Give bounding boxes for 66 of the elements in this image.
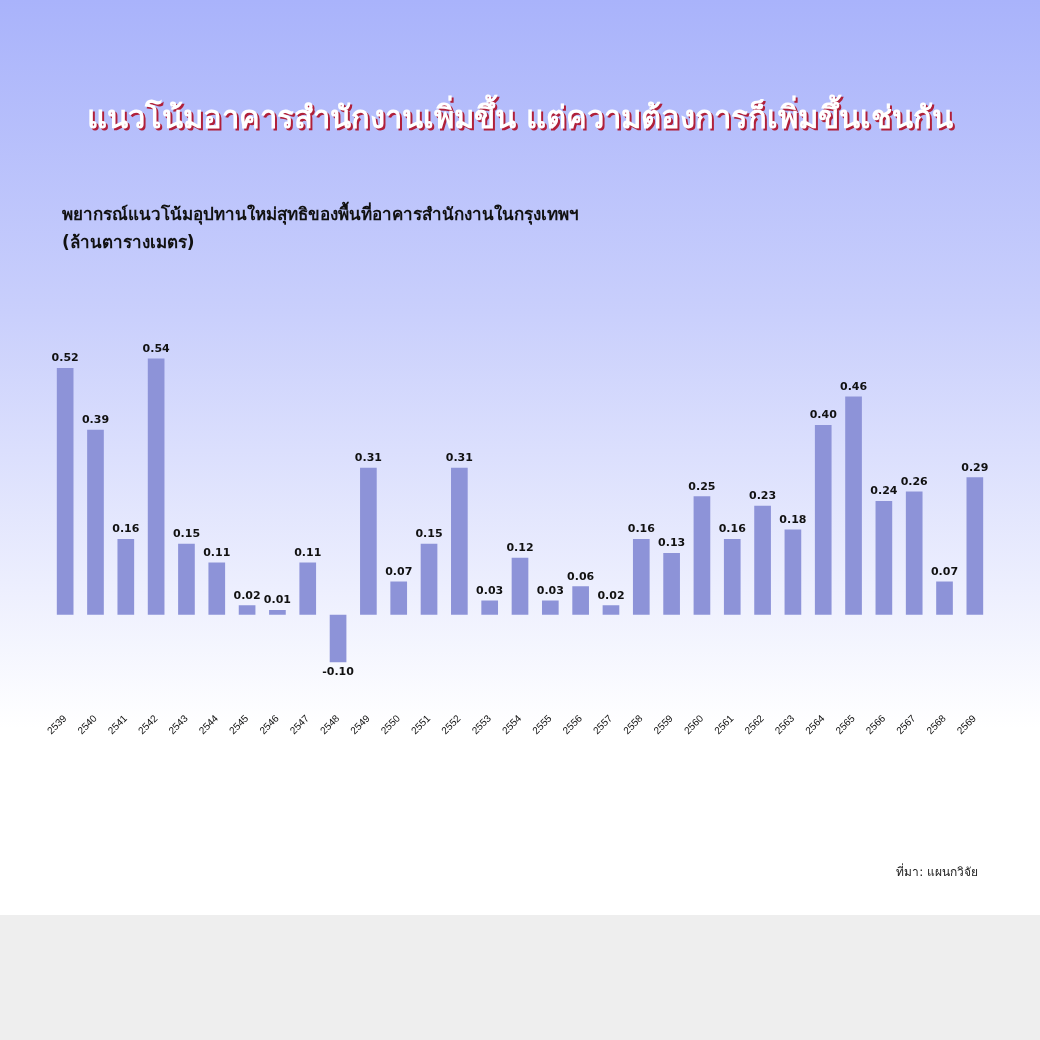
data-label: 0.25 — [688, 479, 716, 493]
bar — [420, 543, 438, 615]
data-label: 0.11 — [294, 545, 322, 559]
bar — [451, 467, 468, 615]
bar — [784, 529, 802, 615]
bar — [845, 396, 862, 615]
data-label: 0.15 — [172, 526, 201, 540]
data-label: 0.03 — [536, 583, 564, 597]
bar — [572, 586, 589, 615]
data-label: 0.16 — [112, 522, 140, 536]
data-label: 0.03 — [476, 583, 504, 597]
data-label: 0.18 — [779, 512, 807, 526]
bar — [481, 600, 499, 615]
data-label: 0.13 — [658, 536, 686, 550]
data-label: 0.02 — [597, 588, 625, 602]
data-label: 0.15 — [415, 526, 443, 540]
data-label: 0.07 — [385, 564, 413, 578]
bar — [390, 581, 408, 615]
bar — [238, 605, 256, 615]
bar — [632, 538, 650, 615]
data-label: 0.31 — [445, 451, 473, 465]
bar — [723, 538, 741, 615]
data-label: 0.29 — [961, 460, 989, 474]
bar — [602, 605, 620, 615]
data-label: 0.16 — [627, 522, 656, 536]
bar — [541, 600, 559, 615]
bar — [87, 429, 104, 615]
bar — [936, 581, 953, 615]
bar — [147, 358, 165, 615]
data-label: 0.11 — [203, 545, 231, 559]
data-label: 0.23 — [749, 489, 777, 503]
bar — [56, 367, 74, 615]
data-label: 0.39 — [81, 413, 110, 427]
chart-subtitle: พยากรณ์แนวโน้มอุปทานใหม่สุทธิของพื้นที่อาคารสำนักงานในกรุงเทพฯ — [62, 200, 579, 227]
data-label: 0.31 — [354, 451, 382, 465]
data-label: 0.40 — [809, 408, 838, 422]
text: ที่มา: แผนกวิจัย — [896, 862, 978, 881]
data-label: 0.46 — [839, 379, 868, 393]
bar — [269, 610, 286, 615]
data-label: 0.52 — [51, 351, 79, 365]
bar — [299, 562, 317, 615]
bar — [360, 467, 377, 615]
data-label: 0.24 — [870, 484, 898, 498]
bar — [693, 496, 711, 615]
bar — [663, 553, 680, 615]
data-label: 0.01 — [263, 593, 291, 607]
bar — [814, 424, 832, 615]
data-label: 0.16 — [718, 522, 747, 536]
bar — [178, 543, 195, 615]
bar — [875, 500, 893, 615]
data-label: 0.07 — [930, 564, 959, 578]
bar — [208, 562, 226, 615]
data-label: 0.54 — [142, 341, 171, 355]
bar — [754, 505, 771, 615]
bar — [117, 538, 135, 615]
bar — [966, 477, 984, 615]
text: (ล้านตารางเมตร) — [62, 231, 196, 254]
chart-title: แนวโน้มอาคารสำนักงานเพิ่มขึ้น แต่ความต้องการก็เพิ่มขึ้นเช่นกัน — [85, 93, 955, 137]
data-label: 0.12 — [506, 541, 534, 555]
data-label: 0.26 — [900, 474, 929, 488]
bar — [329, 614, 347, 663]
bar — [511, 557, 529, 615]
data-label: -0.10 — [322, 664, 355, 678]
bar — [905, 491, 923, 615]
data-label: 0.06 — [567, 569, 595, 583]
data-label: 0.02 — [233, 588, 261, 602]
